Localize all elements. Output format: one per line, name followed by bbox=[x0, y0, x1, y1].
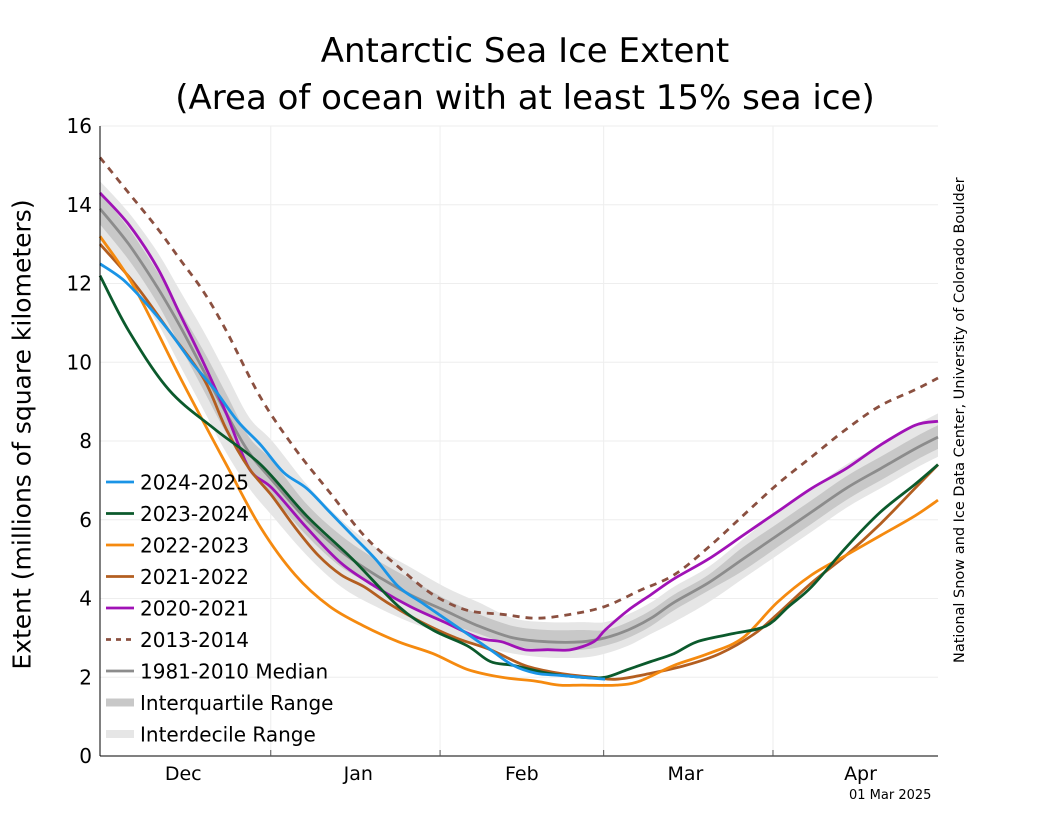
y-tick-label: 2 bbox=[79, 665, 92, 689]
credit-text: National Snow and Ice Data Center, Unive… bbox=[952, 177, 968, 663]
y-tick-label: 16 bbox=[67, 114, 92, 138]
legend-label-2013-2014: 2013-2014 bbox=[140, 628, 249, 652]
y-tick-label: 12 bbox=[67, 272, 92, 296]
legend-label-1981-2010-median: 1981-2010 Median bbox=[140, 660, 328, 684]
x-tick-label: Mar bbox=[668, 763, 704, 785]
series-line-2024-2025 bbox=[99, 262, 606, 681]
x-tick-label: Apr bbox=[844, 763, 877, 785]
x-tick-label: Dec bbox=[165, 763, 202, 785]
y-tick-label: 4 bbox=[79, 587, 92, 611]
legend-label-interdecile-range: Interdecile Range bbox=[140, 723, 316, 747]
legend-label-2022-2023: 2022-2023 bbox=[140, 534, 249, 558]
legend-label-2023-2024: 2023-2024 bbox=[140, 502, 249, 526]
x-tick-label: Feb bbox=[505, 763, 539, 785]
series-line-2020-2021 bbox=[98, 191, 939, 652]
date-stamp: 01 Mar 2025 bbox=[849, 788, 932, 803]
band-interquartile-range bbox=[100, 192, 938, 651]
legend-label-2021-2022: 2021-2022 bbox=[140, 565, 249, 589]
band-interdecile-range bbox=[100, 181, 938, 659]
x-tick-label: Jan bbox=[343, 763, 373, 785]
series-line-2013-2014 bbox=[98, 156, 939, 620]
legend-label-2024-2025: 2024-2025 bbox=[140, 471, 249, 495]
legend: 2024-2025 2023-2024 2022-2023 2021-2022 2020… bbox=[106, 471, 333, 747]
legend-label-2020-2021: 2020-2021 bbox=[140, 597, 249, 621]
y-tick-label: 0 bbox=[79, 744, 92, 768]
y-tick-label: 6 bbox=[79, 508, 92, 532]
series-line-2022-2023 bbox=[98, 235, 939, 687]
y-tick-label: 10 bbox=[67, 350, 92, 374]
y-axis-label: Extent (millions of square kilometers) bbox=[7, 199, 37, 670]
y-tick-label: 14 bbox=[67, 193, 92, 217]
y-tick-label: 8 bbox=[79, 429, 92, 453]
chart-title: Antarctic Sea Ice Extent bbox=[320, 31, 730, 71]
legend-label-interquartile-range: Interquartile Range bbox=[140, 691, 333, 715]
chart-subtitle: (Area of ocean with at least 15% sea ice… bbox=[175, 78, 875, 118]
